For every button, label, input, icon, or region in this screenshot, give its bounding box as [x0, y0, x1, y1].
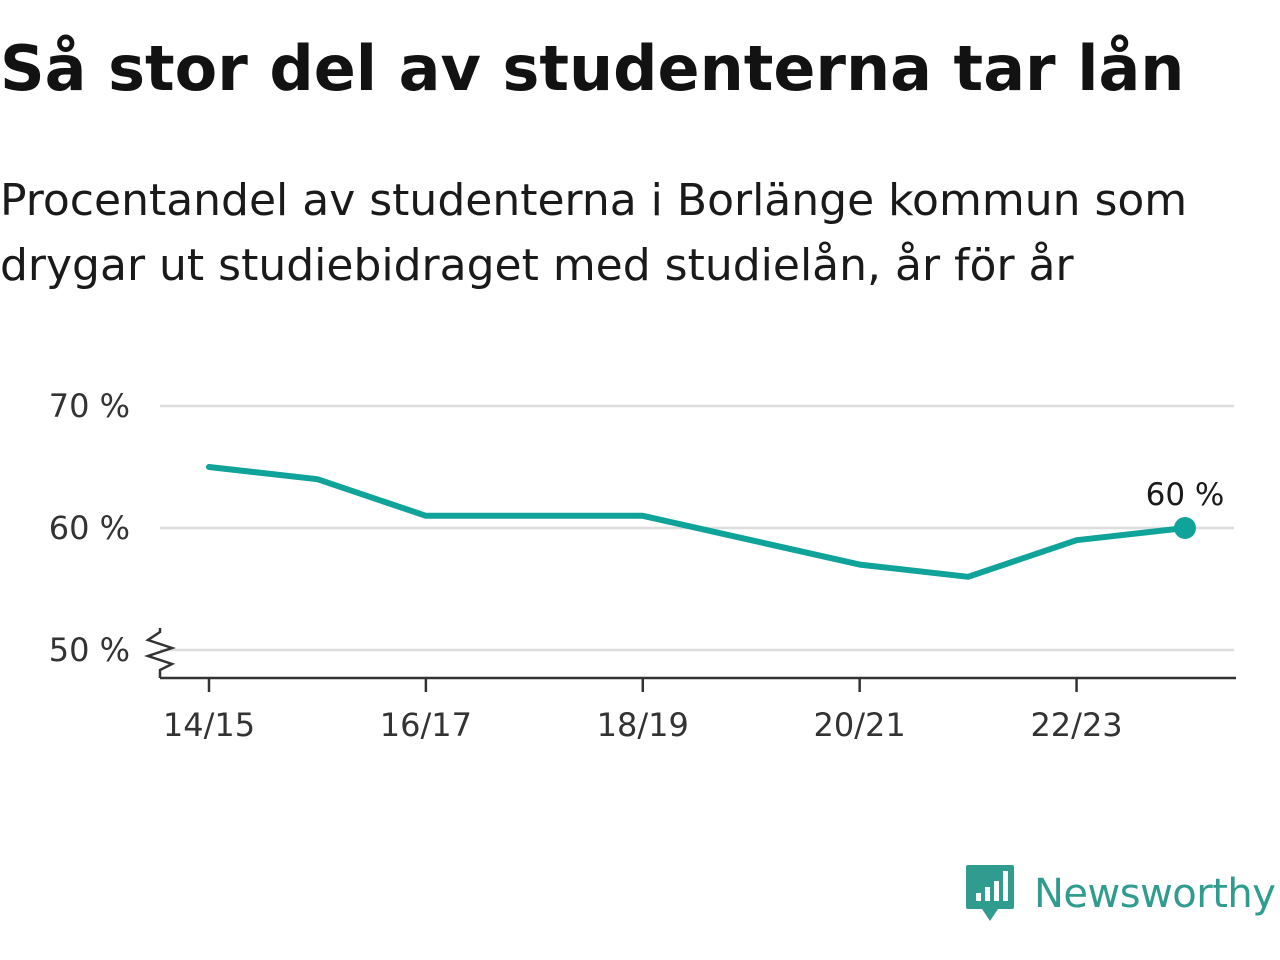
x-tick-label: 16/17: [380, 706, 472, 744]
y-tick-label: 60 %: [49, 509, 130, 547]
data-point: [640, 513, 646, 519]
axis-break-mark: [144, 628, 176, 678]
y-tick-label: 50 %: [49, 631, 130, 669]
x-tick-label: 18/19: [597, 706, 689, 744]
x-axis: 14/15 16/17 18/19 20/21 22/23: [144, 628, 1236, 744]
y-tick-label: 70 %: [49, 387, 130, 425]
x-tick-label: 14/15: [163, 706, 255, 744]
brand-name: Newsworthy: [1034, 871, 1276, 917]
bar-chart-speech-bubble-icon: [966, 865, 1014, 921]
data-point: [748, 537, 754, 543]
data-point: [206, 464, 212, 470]
brand-logo: Newsworthy: [964, 862, 1276, 926]
data-labels: 60 %: [1146, 477, 1225, 513]
y-axis-ticks: 50 % 60 % 70 %: [49, 387, 130, 669]
series-group: [206, 464, 1196, 580]
data-point: [857, 562, 863, 568]
data-point: [965, 574, 971, 580]
chart-subtitle: Procentandel av studenterna i Borlänge k…: [0, 175, 1188, 291]
end-value-label: 60 %: [1146, 477, 1225, 513]
data-point: [423, 513, 429, 519]
series-line: [206, 464, 1188, 580]
x-tick-label: 20/21: [814, 706, 906, 744]
chart-title: Så stor del av studenterna tar lån: [0, 32, 1185, 105]
data-point: [1074, 537, 1080, 543]
x-tick-label: 22/23: [1030, 706, 1122, 744]
data-point: [314, 476, 320, 482]
end-point-marker: [1174, 517, 1196, 539]
data-point: [531, 513, 537, 519]
